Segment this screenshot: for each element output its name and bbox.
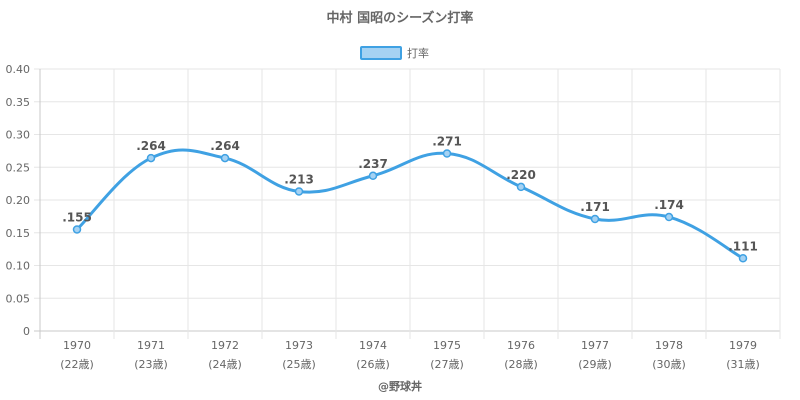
x-tick-sublabel: (27歳)	[430, 358, 464, 371]
y-tick-label: 0	[23, 325, 30, 338]
y-tick-label: 0.35	[6, 96, 31, 109]
data-label: .264	[210, 139, 240, 153]
y-tick-label: 0.20	[6, 194, 31, 207]
data-label: .213	[284, 172, 314, 186]
x-tick-label: 1970	[63, 339, 91, 352]
data-label: .237	[358, 157, 388, 171]
y-tick-label: 0.25	[6, 161, 31, 174]
x-tick-sublabel: (31歳)	[726, 358, 760, 371]
x-axis-ticks: 1970 (22歳) 1971 (23歳) 1972 (24歳) 1973 (25歳) 1974…	[60, 339, 760, 371]
data-point[interactable]	[220, 153, 230, 163]
data-points	[72, 149, 748, 263]
x-tick-label: 1975	[433, 339, 461, 352]
data-point[interactable]	[590, 214, 600, 224]
data-label: .220	[506, 168, 536, 182]
y-tick-label: 0.40	[6, 63, 31, 76]
x-tick-sublabel: (24歳)	[208, 358, 242, 371]
y-tick-label: 0.30	[6, 129, 31, 142]
x-tick-sublabel: (23歳)	[134, 358, 168, 371]
x-tick-sublabel: (29歳)	[578, 358, 612, 371]
x-tick-label: 1974	[359, 339, 387, 352]
data-point[interactable]	[516, 182, 526, 192]
data-label: .264	[136, 139, 166, 153]
data-label: .171	[580, 200, 610, 214]
footer-credit: @野球丼	[378, 379, 422, 393]
x-tick-sublabel: (25歳)	[282, 358, 316, 371]
x-tick-label: 1979	[729, 339, 757, 352]
series-line	[75, 148, 745, 260]
data-label: .111	[728, 239, 758, 253]
x-tick-label: 1978	[655, 339, 683, 352]
grid	[34, 68, 781, 339]
data-point[interactable]	[294, 187, 304, 196]
x-tick-sublabel: (30歳)	[652, 358, 686, 371]
data-labels: .155 .264 .264 .213 .237 .271 .220 .171 .174 .111	[62, 134, 758, 253]
y-tick-label: 0.05	[6, 292, 31, 305]
x-tick-label: 1977	[581, 339, 609, 352]
x-tick-label: 1972	[211, 339, 239, 352]
data-point[interactable]	[664, 212, 674, 222]
chart-title: 中村 国昭のシーズン打率	[327, 10, 474, 26]
x-tick-sublabel: (26歳)	[356, 358, 390, 371]
data-point[interactable]	[72, 225, 82, 234]
y-tick-label: 0.10	[6, 260, 31, 273]
series-line-batting-average	[75, 148, 745, 260]
y-axis-ticks: 0 0.05 0.10 0.15 0.20 0.25 0.30 0.35 0.40	[6, 63, 31, 338]
legend[interactable]: 打率	[360, 46, 429, 60]
y-tick-label: 0.15	[6, 227, 31, 240]
legend-label: 打率	[407, 46, 429, 60]
data-point[interactable]	[442, 149, 452, 158]
data-point[interactable]	[738, 254, 748, 263]
x-tick-label: 1976	[507, 339, 535, 352]
data-label: .271	[432, 134, 462, 148]
x-tick-label: 1973	[285, 339, 313, 352]
x-tick-label: 1971	[137, 339, 165, 352]
data-point[interactable]	[146, 153, 156, 163]
data-label: .155	[62, 210, 92, 224]
x-tick-sublabel: (28歳)	[504, 358, 538, 371]
data-point[interactable]	[368, 171, 378, 181]
data-label: .174	[654, 198, 684, 212]
x-tick-sublabel: (22歳)	[60, 358, 94, 371]
legend-swatch	[360, 46, 402, 60]
